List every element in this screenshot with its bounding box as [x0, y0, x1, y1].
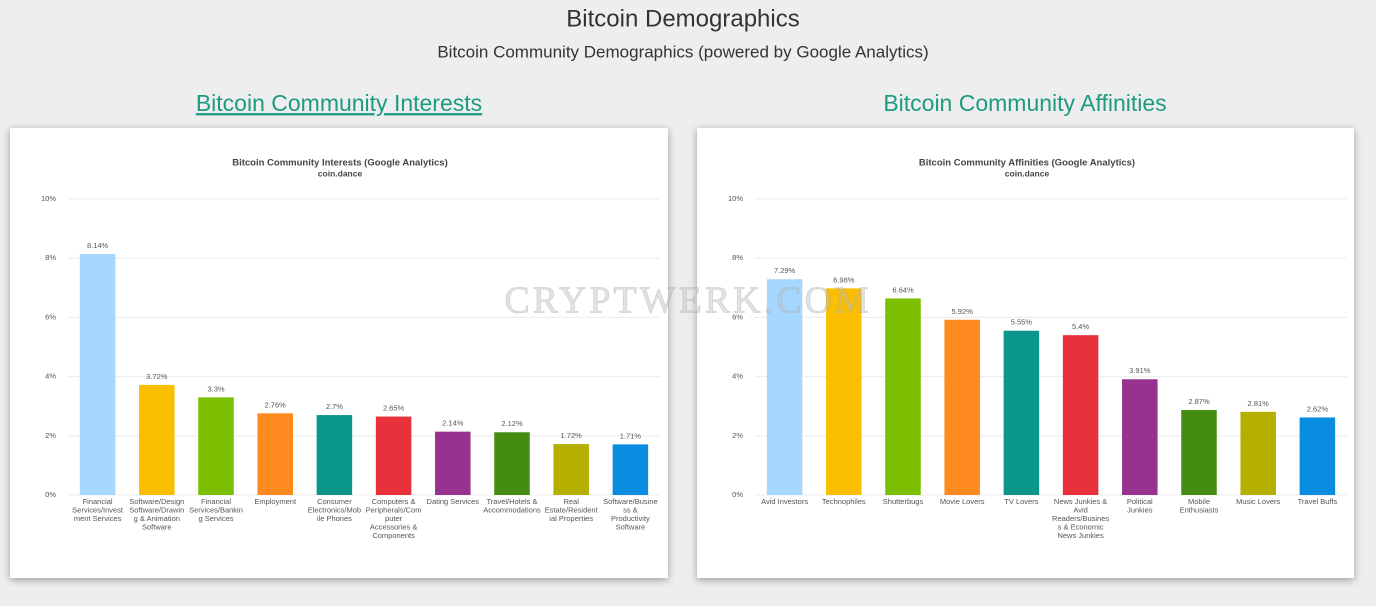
bar: [316, 415, 353, 495]
bar: [375, 416, 412, 495]
bar: [885, 298, 921, 495]
value-label: 2.7%: [326, 402, 343, 411]
x-tick-label: Software/Design Software/Drawin g & Animat…: [129, 497, 184, 532]
y-tick-label: 8%: [45, 253, 56, 262]
chart: Bitcoin Community Affinities (Google Ana…: [728, 158, 1347, 540]
bar: [1299, 417, 1336, 495]
bar: [612, 444, 649, 495]
x-tick-label: Travel/Hotels & Accommodations: [483, 497, 541, 515]
value-label: 2.62%: [1307, 404, 1329, 413]
value-label: 7.29%: [774, 266, 796, 275]
y-tick-label: 0%: [45, 490, 56, 499]
chart: Bitcoin Community Interests (Google Anal…: [41, 158, 660, 540]
value-label: 2.81%: [1248, 399, 1270, 408]
value-label: 5.4%: [1072, 322, 1089, 331]
x-tick-label: Computers & Peripherals/Com puter Accessori…: [366, 497, 422, 540]
section-heading: Bitcoin Community Affinities: [883, 90, 1166, 116]
x-tick-label: Consumer Electronics/Mob ile Phones: [308, 497, 361, 523]
bar: [1240, 411, 1276, 495]
bar: [1122, 379, 1158, 495]
y-tick-label: 6%: [45, 312, 56, 321]
chart-title: Bitcoin Community Interests (Google Anal…: [232, 158, 448, 169]
y-tick-label: 8%: [732, 253, 743, 262]
x-tick-label: Mobile Enthusiasts: [1180, 497, 1219, 515]
bar: [1062, 335, 1099, 495]
bar: [494, 432, 530, 495]
x-tick-label: Avid Investors: [761, 497, 808, 506]
page-title: Bitcoin Demographics: [566, 5, 799, 32]
watermark: CRYPTWERK.COM: [504, 280, 871, 322]
y-tick-label: 4%: [732, 372, 743, 381]
bar: [1181, 410, 1217, 495]
value-label: 1.71%: [620, 431, 642, 440]
bar: [826, 288, 862, 495]
bar: [435, 431, 471, 495]
x-tick-label: Technophiles: [822, 497, 866, 506]
bar: [1003, 330, 1040, 495]
x-tick-label: Political Junkies: [1127, 497, 1153, 515]
x-tick-label: Music Lovers: [1236, 497, 1280, 506]
value-label: 1.72%: [561, 431, 583, 440]
chart-subtitle: coin.dance: [318, 168, 363, 178]
x-tick-label: Software/Busine ss & Productivity Software: [603, 497, 658, 532]
page-subtitle: Bitcoin Community Demographics (powered …: [437, 42, 928, 61]
x-tick-label: Movie Lovers: [940, 497, 985, 506]
value-label: 2.76%: [265, 400, 287, 409]
bar: [198, 397, 234, 495]
section-link[interactable]: Bitcoin Community Interests: [196, 90, 482, 116]
y-tick-label: 10%: [728, 194, 743, 203]
bar: [79, 254, 116, 495]
bar: [139, 384, 175, 495]
x-tick-label: Financial Services/Bankin g Services: [189, 497, 243, 523]
x-tick-label: Employment: [254, 497, 297, 506]
x-tick-label: Real Estate/Resident ial Properties: [545, 497, 599, 523]
y-tick-label: 10%: [41, 194, 56, 203]
chart-subtitle: coin.dance: [1005, 168, 1050, 178]
x-tick-label: TV Lovers: [1004, 497, 1038, 506]
value-label: 2.87%: [1188, 397, 1210, 406]
value-label: 6.64%: [892, 285, 914, 294]
y-tick-label: 6%: [732, 312, 743, 321]
chart-card: [10, 128, 668, 578]
chart-title: Bitcoin Community Affinities (Google Ana…: [919, 158, 1135, 169]
y-tick-label: 2%: [732, 431, 743, 440]
x-tick-label: Travel Buffs: [1298, 497, 1338, 506]
value-label: 5.55%: [1011, 318, 1033, 327]
x-tick-label: Financial Services/Invest ment Services: [72, 497, 124, 523]
x-tick-label: News Junkies & Avid Readers/Busines s & Eco…: [1052, 497, 1109, 540]
x-tick-label: Shutterbugs: [883, 497, 924, 506]
x-tick-label: Dating Services: [427, 497, 480, 506]
value-label: 2.65%: [383, 404, 405, 413]
value-label: 3.3%: [207, 384, 224, 393]
bar: [257, 413, 293, 495]
value-label: 3.91%: [1129, 366, 1151, 375]
bar: [944, 319, 980, 495]
value-label: 5.92%: [952, 307, 974, 316]
value-label: 8.14%: [87, 241, 109, 250]
y-tick-label: 2%: [45, 431, 56, 440]
y-tick-label: 0%: [732, 490, 743, 499]
value-label: 3.72%: [146, 372, 168, 381]
bar: [766, 279, 803, 495]
y-tick-label: 4%: [45, 372, 56, 381]
value-label: 6.98%: [833, 275, 855, 284]
value-label: 2.12%: [501, 419, 523, 428]
value-label: 2.14%: [442, 419, 464, 428]
bar: [553, 444, 589, 495]
